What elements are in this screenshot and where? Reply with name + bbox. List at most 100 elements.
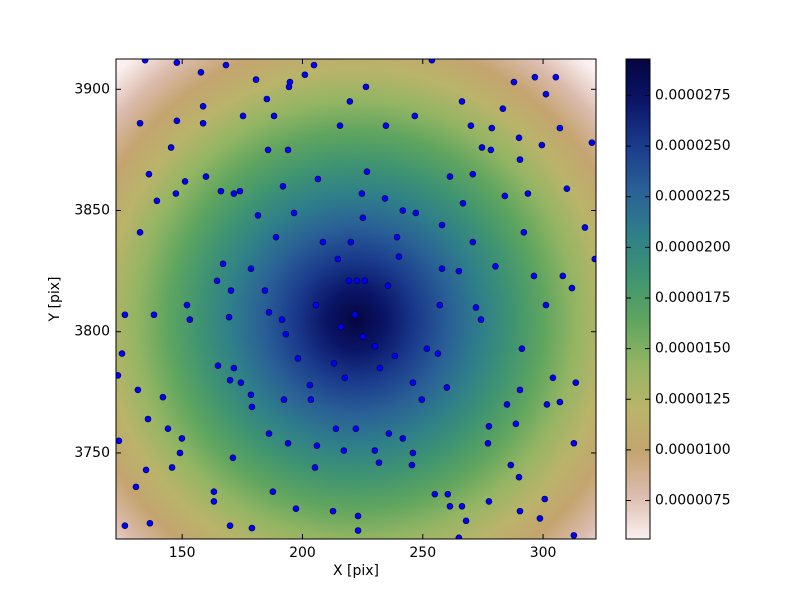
point <box>446 173 454 180</box>
point <box>336 122 344 129</box>
point <box>145 170 153 178</box>
point <box>446 502 454 510</box>
point <box>501 192 509 200</box>
point <box>141 59 149 64</box>
point <box>556 398 564 406</box>
point <box>213 277 221 285</box>
point <box>265 309 273 316</box>
point <box>173 117 181 125</box>
point <box>516 156 524 163</box>
point <box>411 112 419 120</box>
point <box>168 464 176 471</box>
point <box>385 430 393 437</box>
point <box>332 425 340 432</box>
point <box>280 396 288 403</box>
point <box>503 401 511 408</box>
point <box>132 483 140 491</box>
point <box>210 498 218 505</box>
point <box>484 439 492 447</box>
point <box>352 425 360 432</box>
point <box>443 384 451 391</box>
point <box>371 342 379 350</box>
point <box>222 61 230 69</box>
point <box>199 102 207 110</box>
point <box>237 379 245 386</box>
point <box>226 376 234 384</box>
point <box>284 146 292 154</box>
point <box>530 272 538 280</box>
point <box>492 262 499 270</box>
point <box>294 355 302 362</box>
point <box>347 238 355 246</box>
point <box>254 212 262 219</box>
point <box>314 175 322 183</box>
point <box>217 187 225 195</box>
point <box>172 190 180 197</box>
point <box>261 287 269 294</box>
point <box>230 190 238 197</box>
point <box>142 466 150 474</box>
point <box>428 59 436 64</box>
point <box>515 134 523 142</box>
point <box>409 379 417 386</box>
point <box>248 524 256 532</box>
point <box>455 267 463 275</box>
colorbar-tick-label: 0.0000150 <box>655 341 731 357</box>
point <box>458 502 466 510</box>
x-axis-label: X [pix] <box>333 563 379 579</box>
point <box>549 374 557 382</box>
point <box>282 330 290 338</box>
point <box>313 442 321 449</box>
point <box>399 435 407 442</box>
point <box>434 350 442 357</box>
point <box>472 304 480 311</box>
point <box>134 386 142 394</box>
point <box>225 313 233 321</box>
point <box>345 277 353 285</box>
point <box>346 98 354 105</box>
point <box>136 229 144 236</box>
colorbar-tick-label: 0.0000275 <box>655 87 731 103</box>
point <box>459 199 467 207</box>
point <box>121 311 129 319</box>
point <box>395 253 403 260</box>
point <box>381 195 389 202</box>
point <box>487 146 495 154</box>
point <box>499 105 507 112</box>
point <box>359 214 367 222</box>
point <box>507 461 515 469</box>
point <box>284 439 292 447</box>
y-tick-label: 3800 <box>74 324 110 340</box>
point <box>552 73 560 81</box>
point <box>176 449 184 457</box>
point <box>458 98 466 105</box>
point <box>247 391 255 399</box>
point <box>214 362 222 369</box>
point <box>351 311 359 319</box>
point <box>199 119 207 127</box>
point <box>409 449 417 457</box>
point <box>272 233 280 241</box>
point <box>248 403 256 411</box>
point <box>384 282 392 289</box>
point <box>116 372 122 379</box>
point <box>264 146 272 154</box>
point <box>469 238 477 246</box>
point <box>542 301 550 309</box>
point <box>431 490 439 498</box>
point <box>485 422 493 430</box>
point <box>252 76 260 83</box>
point <box>210 488 218 496</box>
point <box>354 527 362 534</box>
point <box>570 439 578 447</box>
point <box>292 505 300 512</box>
point <box>301 71 309 79</box>
point <box>116 437 123 445</box>
point <box>202 173 210 180</box>
colorbar-tick-label: 0.0000175 <box>655 290 731 306</box>
point <box>167 144 175 151</box>
point <box>515 473 523 481</box>
point <box>467 122 475 129</box>
point <box>488 124 496 132</box>
